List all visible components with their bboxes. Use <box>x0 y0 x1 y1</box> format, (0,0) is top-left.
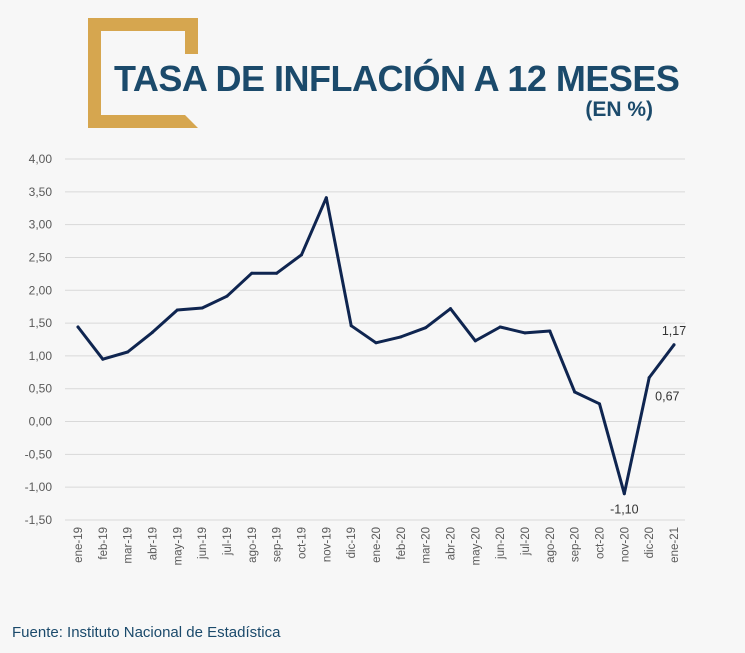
data-point <box>399 335 403 339</box>
data-point <box>250 271 254 275</box>
x-tick-label: ene-20 <box>371 527 383 563</box>
source-note: Fuente: Instituto Nacional de Estadístic… <box>12 624 281 641</box>
y-tick-label: 1,00 <box>29 349 53 363</box>
y-tick-label: 4,00 <box>29 152 53 166</box>
data-point <box>498 325 502 329</box>
inflation-line-chart: 4,00 3,50 3,00 2,50 2,00 1,50 1,00 0,50 0,00 -0,5… <box>25 152 687 565</box>
x-tick-label: sep-20 <box>570 527 582 562</box>
y-tick-label: 0,00 <box>29 415 53 429</box>
y-tick-label: 3,00 <box>29 218 53 232</box>
x-tick-label: jun-20 <box>495 527 507 560</box>
x-tick-label: ago-19 <box>247 527 259 563</box>
data-point <box>424 326 428 330</box>
data-point <box>275 271 279 275</box>
y-tick-label: 2,00 <box>29 283 53 297</box>
data-point <box>374 341 378 345</box>
series-group <box>76 196 676 496</box>
x-tick-label: abr-20 <box>446 527 458 560</box>
x-tick-label: may-20 <box>470 527 482 565</box>
y-tick-label: -1,00 <box>25 480 53 494</box>
y-tick-label: -0,50 <box>25 447 53 461</box>
data-point <box>647 376 651 380</box>
x-tick-label: ene-19 <box>73 527 85 563</box>
decorative-frame <box>88 18 198 128</box>
x-tick-label: oct-20 <box>595 527 607 559</box>
data-point <box>76 325 80 329</box>
x-tick-label: mar-19 <box>123 527 135 563</box>
x-tick-label: ago-20 <box>545 527 557 563</box>
data-label: -1,10 <box>610 503 639 517</box>
chart-title: TASA DE INFLACIÓN A 12 MESES <box>114 58 680 99</box>
x-tick-label: jul-20 <box>520 527 532 556</box>
data-point <box>622 492 626 496</box>
x-tick-label: mar-20 <box>421 527 433 563</box>
x-tick-label: feb-19 <box>98 527 110 560</box>
data-label: 0,67 <box>655 390 679 404</box>
x-tick-label: oct-19 <box>297 527 309 559</box>
data-point <box>200 306 204 310</box>
y-tick-label: 0,50 <box>29 382 53 396</box>
x-tick-label: nov-20 <box>619 527 631 562</box>
data-point <box>175 308 179 312</box>
data-point <box>126 350 130 354</box>
x-tick-label: sep-19 <box>272 527 284 562</box>
data-point <box>473 339 477 343</box>
y-tick-label: 3,50 <box>29 185 53 199</box>
data-point <box>548 329 552 333</box>
grid-lines <box>65 158 685 521</box>
data-point <box>573 390 577 394</box>
data-point <box>324 196 328 200</box>
data-point <box>300 253 303 257</box>
x-tick-label: jul-19 <box>222 527 234 556</box>
x-tick-label: jun-19 <box>197 527 209 560</box>
y-axis-ticks: 4,00 3,50 3,00 2,50 2,00 1,50 1,00 0,50 0,00 -0,5… <box>25 152 53 527</box>
x-tick-label: nov-19 <box>321 527 333 562</box>
y-tick-label: 2,50 <box>29 250 53 264</box>
data-point <box>349 324 353 328</box>
x-tick-label: feb-20 <box>396 527 408 560</box>
x-tick-label: dic-20 <box>644 527 656 558</box>
data-point <box>523 331 527 335</box>
data-point <box>598 402 601 406</box>
y-tick-label: -1,50 <box>25 513 53 527</box>
data-labels: -1,10 0,67 1,17 <box>610 324 686 517</box>
y-tick-label: 1,50 <box>29 316 53 330</box>
series-line <box>76 196 676 496</box>
data-point <box>225 294 229 298</box>
data-point <box>151 330 154 334</box>
data-point <box>449 307 452 311</box>
data-label: 1,17 <box>662 324 686 338</box>
x-tick-label: ene-21 <box>669 527 681 563</box>
x-tick-label: may-19 <box>172 527 184 565</box>
x-tick-label: abr-19 <box>148 527 160 560</box>
data-point <box>101 357 105 361</box>
chart-subtitle: (EN %) <box>585 98 653 121</box>
x-axis-ticks: ene-19 feb-19 mar-19 abr-19 may-19 jun-19 jul-… <box>73 527 681 565</box>
x-tick-label: dic-19 <box>346 527 358 558</box>
data-point <box>672 343 676 347</box>
